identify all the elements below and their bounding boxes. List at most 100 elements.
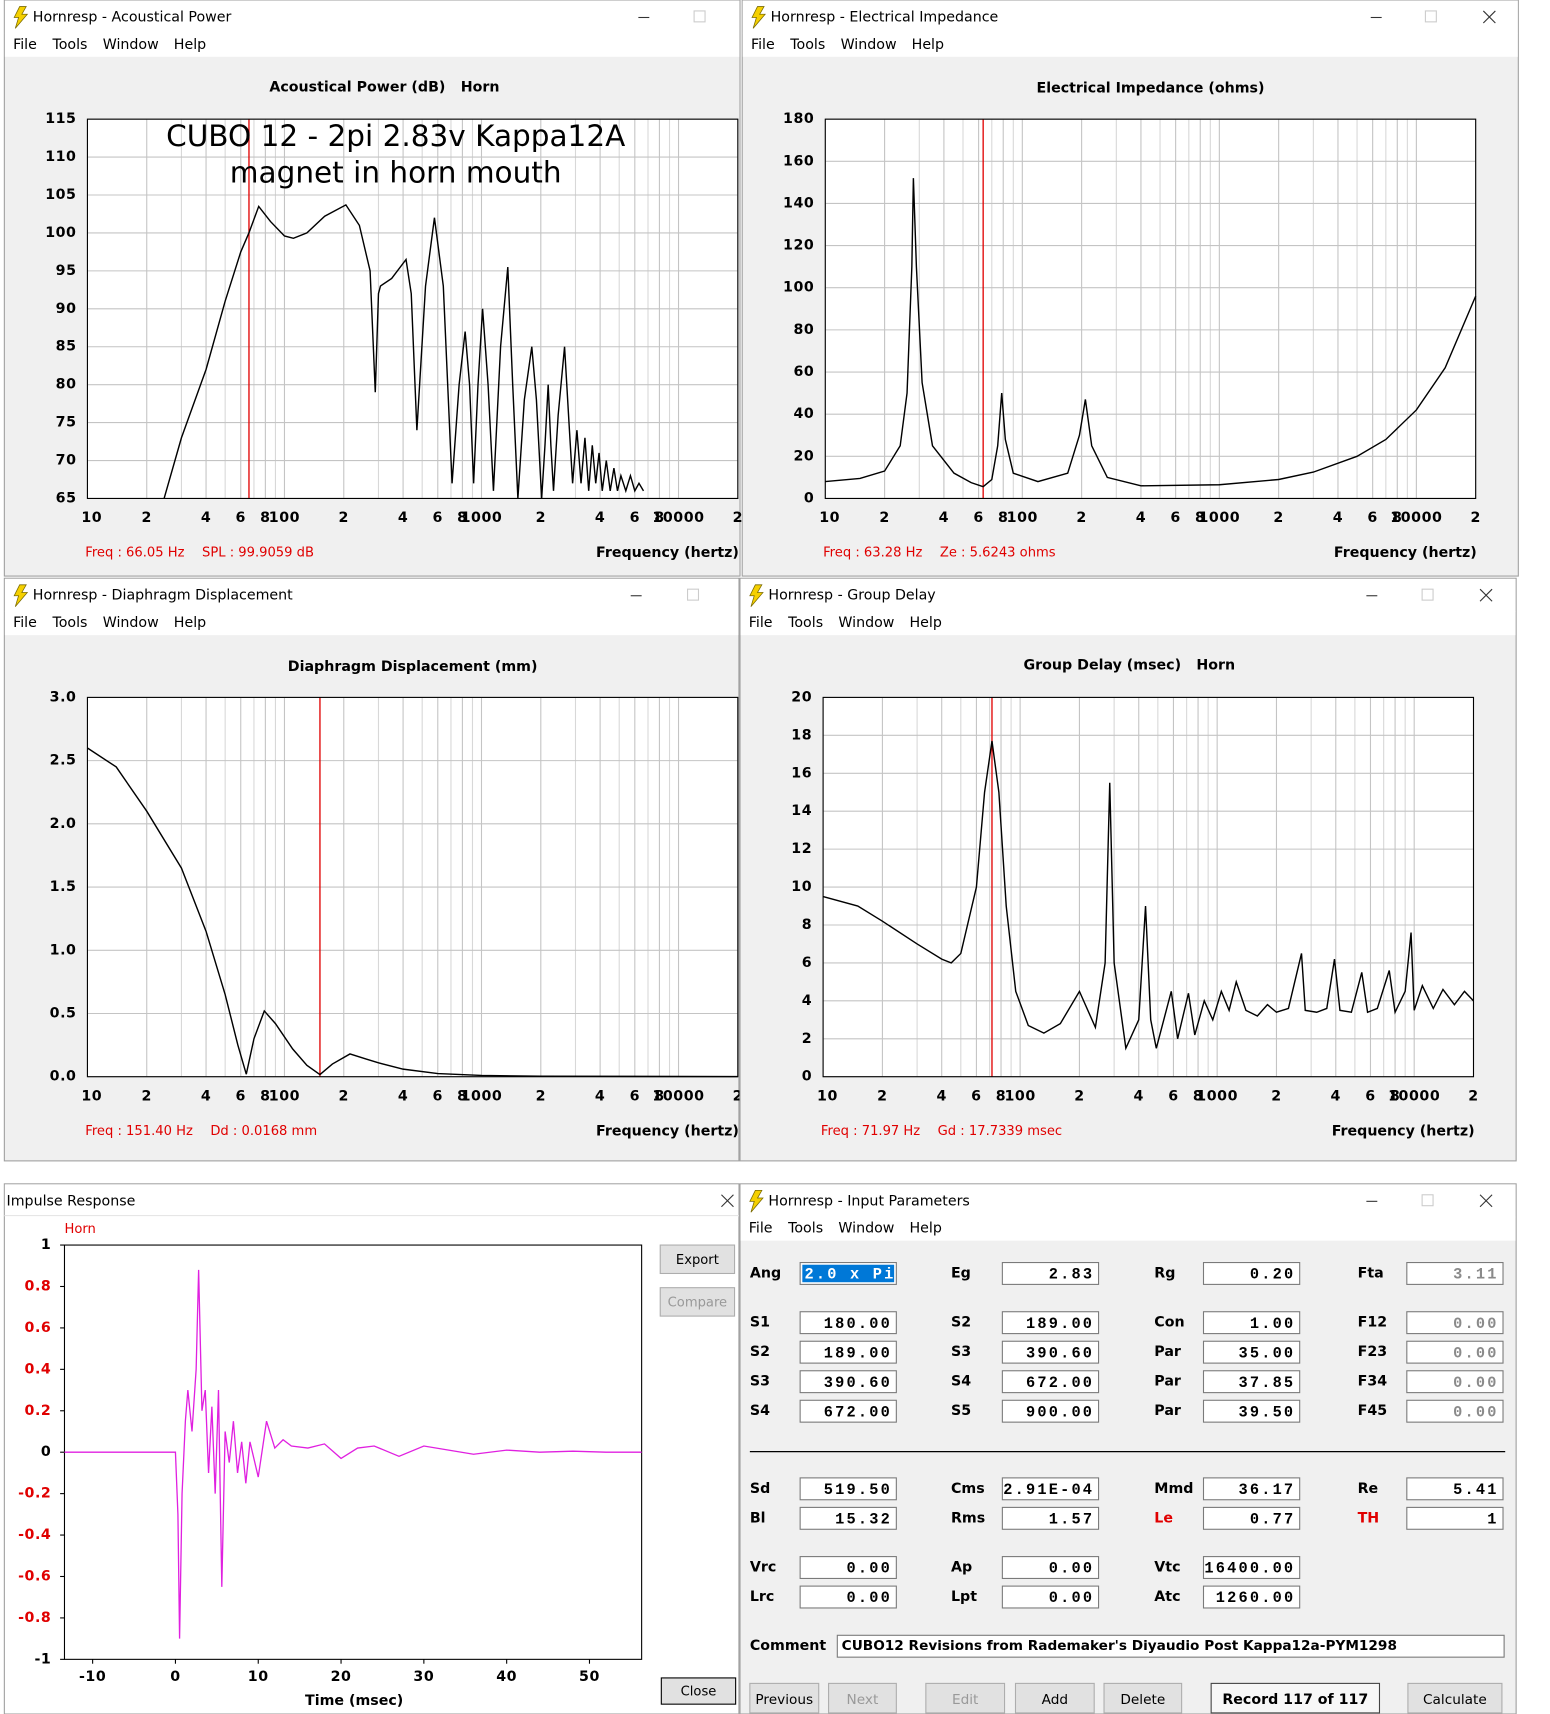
field-value[interactable]: 1260.00 xyxy=(1216,1589,1296,1607)
menu-item[interactable]: Help xyxy=(909,615,941,631)
maximize-button[interactable] xyxy=(1421,1194,1434,1207)
field-value[interactable]: 390.60 xyxy=(1026,1344,1094,1362)
text-field[interactable] xyxy=(799,1340,897,1364)
text-field[interactable] xyxy=(1202,1399,1301,1423)
text-field[interactable] xyxy=(1001,1370,1100,1394)
text-field[interactable] xyxy=(1001,1399,1100,1423)
text-field[interactable] xyxy=(1406,1477,1504,1501)
text-field[interactable] xyxy=(1001,1477,1100,1501)
text-field[interactable] xyxy=(799,1556,897,1580)
field-value[interactable]: 1 xyxy=(1487,1510,1498,1528)
close-button[interactable] xyxy=(721,1194,734,1208)
field-value[interactable]: 15.32 xyxy=(835,1510,892,1528)
menu-item[interactable]: Window xyxy=(103,615,159,631)
menu-item[interactable]: Window xyxy=(841,37,897,53)
menu-item[interactable]: Help xyxy=(174,615,206,631)
text-field[interactable] xyxy=(799,1585,897,1609)
field-value[interactable]: 2.83 xyxy=(1049,1266,1094,1284)
field-value[interactable]: 189.00 xyxy=(824,1344,892,1362)
button-label[interactable]: Previous xyxy=(755,1692,813,1708)
field-value[interactable]: 0.77 xyxy=(1250,1510,1295,1528)
field-value[interactable]: 0.00 xyxy=(1453,1374,1498,1392)
text-field[interactable] xyxy=(799,1311,897,1335)
text-field[interactable] xyxy=(1202,1311,1301,1335)
field-value[interactable]: 0.00 xyxy=(846,1589,891,1607)
menu-item[interactable]: Tools xyxy=(51,37,87,53)
field-value[interactable]: 16400.00 xyxy=(1204,1560,1295,1578)
text-field[interactable] xyxy=(1202,1261,1301,1285)
maximize-button[interactable] xyxy=(1421,588,1434,601)
field-value[interactable]: 2.0 x Pi xyxy=(805,1266,896,1284)
field-value[interactable]: 36.17 xyxy=(1238,1481,1295,1499)
field-value[interactable]: 0.00 xyxy=(1453,1315,1498,1333)
button-label[interactable]: Add xyxy=(1042,1692,1068,1708)
close-button[interactable] xyxy=(1479,588,1493,602)
text-field[interactable] xyxy=(1001,1585,1100,1609)
field-value[interactable]: 37.85 xyxy=(1238,1374,1295,1392)
menu-item[interactable]: File xyxy=(13,615,37,631)
menu-item[interactable]: Help xyxy=(174,37,206,53)
menu-item[interactable]: Tools xyxy=(51,615,87,631)
button-label[interactable]: Close xyxy=(681,1685,717,1700)
field-value[interactable]: 0.00 xyxy=(1453,1403,1498,1421)
comment-value[interactable]: CUBO12 Revisions from Rademaker's Diyaud… xyxy=(842,1638,1397,1654)
close-button[interactable] xyxy=(1479,1194,1493,1208)
text-field[interactable] xyxy=(1001,1506,1100,1530)
field-value[interactable]: 390.60 xyxy=(824,1374,892,1392)
field-value[interactable]: 900.00 xyxy=(1026,1403,1094,1421)
button-label[interactable]: Delete xyxy=(1120,1692,1165,1708)
menu-item[interactable]: Window xyxy=(103,37,159,53)
text-field[interactable] xyxy=(799,1370,897,1394)
text-field[interactable] xyxy=(799,1399,897,1423)
menu-item[interactable]: Tools xyxy=(787,1221,823,1237)
menu-item[interactable]: Help xyxy=(909,1221,941,1237)
menu-item[interactable]: Tools xyxy=(789,37,825,53)
text-field[interactable] xyxy=(1406,1340,1504,1364)
maximize-button[interactable] xyxy=(687,588,700,601)
menu-item[interactable]: File xyxy=(749,1221,773,1237)
field-value[interactable]: 180.00 xyxy=(824,1315,892,1333)
field-value[interactable]: 35.00 xyxy=(1238,1344,1295,1362)
text-field[interactable] xyxy=(1202,1506,1301,1530)
button[interactable] xyxy=(1103,1682,1183,1714)
menu-item[interactable]: Help xyxy=(912,37,944,53)
menu-item[interactable]: File xyxy=(13,37,37,53)
field-value[interactable]: 0.20 xyxy=(1250,1266,1295,1284)
text-field[interactable] xyxy=(1001,1311,1100,1335)
text-field[interactable] xyxy=(1406,1506,1504,1530)
text-field[interactable] xyxy=(799,1506,897,1530)
field-value[interactable]: 0.00 xyxy=(1049,1589,1094,1607)
field-value[interactable]: 5.41 xyxy=(1453,1481,1498,1499)
field-value[interactable]: 672.00 xyxy=(1026,1374,1094,1392)
field-value[interactable]: 3.11 xyxy=(1453,1266,1498,1284)
button[interactable] xyxy=(660,1677,737,1705)
maximize-button[interactable] xyxy=(1424,10,1437,23)
text-field[interactable] xyxy=(1202,1340,1301,1364)
field-value[interactable]: 0.00 xyxy=(846,1560,891,1578)
text-field[interactable] xyxy=(1202,1556,1301,1580)
menu-item[interactable]: Tools xyxy=(787,615,823,631)
field-value[interactable]: 0.00 xyxy=(1049,1560,1094,1578)
text-field[interactable] xyxy=(1406,1399,1504,1423)
text-field[interactable] xyxy=(1202,1477,1301,1501)
field-value[interactable]: 189.00 xyxy=(1026,1315,1094,1333)
text-field[interactable] xyxy=(1001,1340,1100,1364)
button[interactable] xyxy=(659,1244,736,1275)
field-value[interactable]: 672.00 xyxy=(824,1403,892,1421)
text-field[interactable] xyxy=(1202,1585,1301,1609)
text-field[interactable] xyxy=(1001,1556,1100,1580)
text-field[interactable] xyxy=(1001,1261,1100,1285)
field-value[interactable]: 519.50 xyxy=(824,1481,892,1499)
comment-field[interactable] xyxy=(836,1634,1505,1658)
field-value[interactable]: 39.50 xyxy=(1238,1403,1295,1421)
text-field[interactable] xyxy=(1406,1261,1504,1285)
button-label[interactable]: Calculate xyxy=(1423,1692,1487,1708)
text-field[interactable] xyxy=(1406,1311,1504,1335)
menu-item[interactable]: File xyxy=(749,615,773,631)
close-button[interactable] xyxy=(1482,10,1496,24)
button-label[interactable]: Export xyxy=(676,1253,719,1268)
button[interactable] xyxy=(749,1682,820,1714)
button[interactable] xyxy=(1014,1682,1095,1714)
field-value[interactable]: 1.00 xyxy=(1250,1315,1295,1333)
menu-item[interactable]: Window xyxy=(838,615,894,631)
